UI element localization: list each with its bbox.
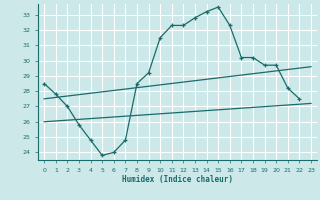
X-axis label: Humidex (Indice chaleur): Humidex (Indice chaleur) <box>122 175 233 184</box>
